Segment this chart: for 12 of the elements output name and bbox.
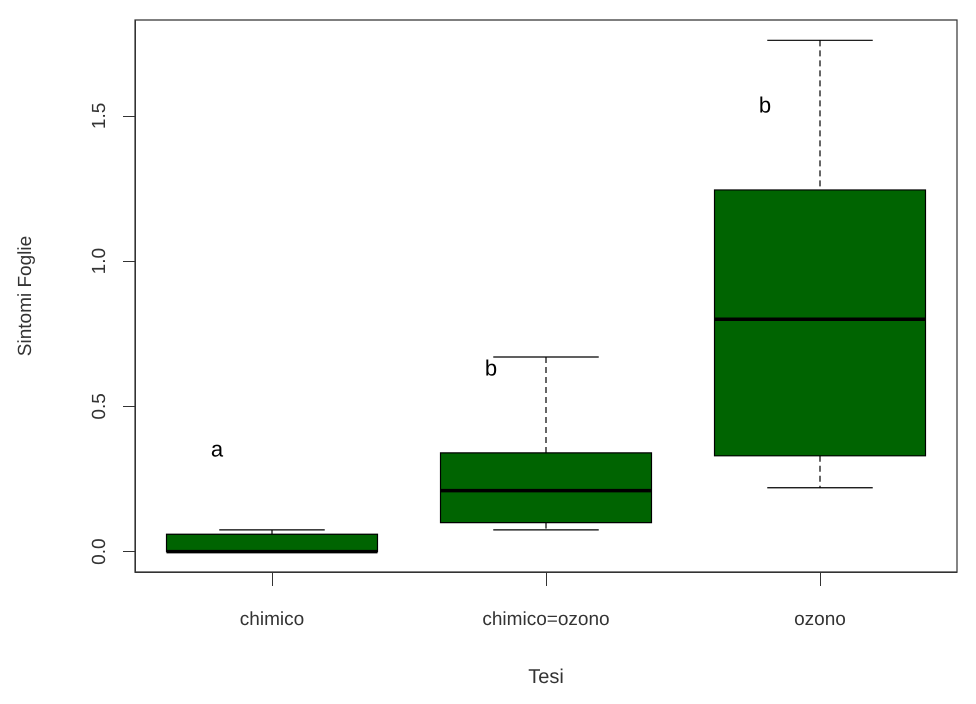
x-axis-title: Tesi [528, 666, 564, 688]
annotation: b [758, 92, 772, 118]
y-tick-label: 1.0 [89, 248, 110, 274]
x-tick-label: ozono [794, 609, 846, 630]
annotation: b [484, 355, 498, 380]
y-tick-label: 1.5 [89, 102, 110, 130]
x-tick-label: chimico=ozono [482, 609, 610, 630]
annotation: a [210, 436, 224, 462]
y-tick-label: 0.5 [89, 393, 110, 420]
y-tick-label: 0.0 [89, 538, 110, 565]
y-axis-title: Sintomi Foglie [15, 236, 36, 356]
x-tick-label: chimico [240, 609, 304, 630]
